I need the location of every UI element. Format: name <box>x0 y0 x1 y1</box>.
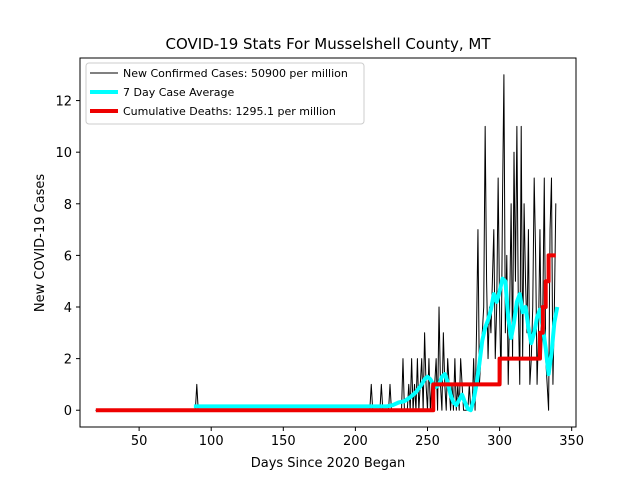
legend-items: New Confirmed Cases: 50900 per million 7 … <box>90 67 348 118</box>
y-tick-label: 0 <box>64 404 72 419</box>
series-line-3 <box>95 253 556 413</box>
x-tick-label: 150 <box>271 434 296 449</box>
x-tick-label: 50 <box>131 434 148 449</box>
x-axis-label: Days Since 2020 Began <box>251 456 406 471</box>
x-axis-ticks: 50 100 150 200 250 300 350 <box>131 427 584 449</box>
y-tick-label: 8 <box>64 198 72 213</box>
series-line-2 <box>193 276 560 413</box>
legend-label-2: 7 Day Case Average <box>123 86 235 99</box>
series-layer <box>95 74 560 413</box>
x-tick-label: 350 <box>559 434 584 449</box>
chart-title: COVID-19 Stats For Musselshell County, M… <box>166 35 492 53</box>
x-tick-label: 200 <box>343 434 368 449</box>
legend-label-1: New Confirmed Cases: 50900 per million <box>123 67 348 80</box>
y-tick-label: 4 <box>64 301 72 316</box>
y-tick-label: 12 <box>55 95 72 110</box>
axes-frame <box>79 57 577 428</box>
x-tick-label: 100 <box>199 434 224 449</box>
legend: New Confirmed Cases: 50900 per million 7 … <box>85 62 365 125</box>
legend-box <box>85 62 365 125</box>
y-axis-label: New COVID-19 Cases <box>33 174 48 312</box>
plot-area <box>95 74 560 413</box>
legend-label-3: Cumulative Deaths: 1295.1 per million <box>123 105 336 118</box>
y-tick-label: 2 <box>64 353 72 368</box>
y-tick-label: 10 <box>55 146 72 161</box>
y-tick-label: 6 <box>64 249 72 264</box>
y-axis-ticks: 0 2 4 6 8 10 12 <box>55 95 80 419</box>
x-tick-label: 300 <box>487 434 512 449</box>
x-tick-label: 250 <box>415 434 440 449</box>
